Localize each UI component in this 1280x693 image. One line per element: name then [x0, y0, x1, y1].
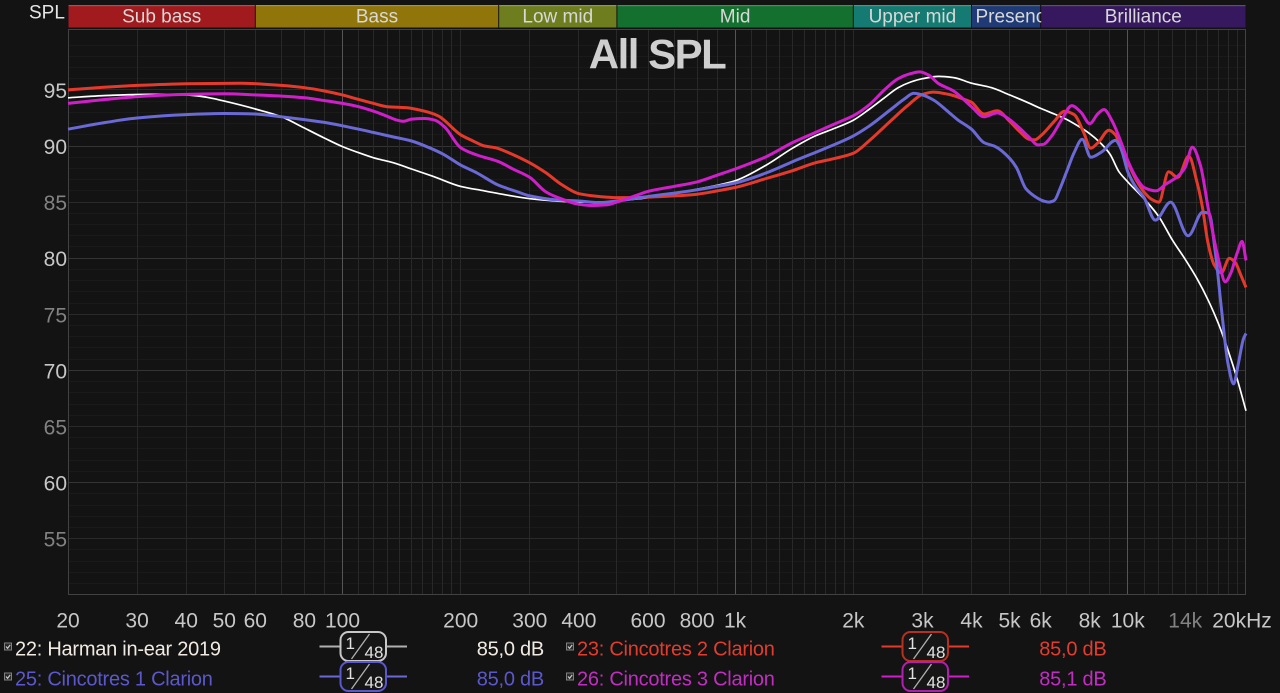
svg-text:2k: 2k	[842, 610, 865, 633]
svg-text:50: 50	[213, 610, 236, 633]
svg-text:26: Cincotres 3 Clarion: 26: Cincotres 3 Clarion	[577, 669, 775, 691]
svg-text:55: 55	[44, 529, 67, 552]
svg-text:75: 75	[44, 304, 67, 327]
svg-text:60: 60	[244, 610, 267, 633]
svg-text:4k: 4k	[960, 610, 983, 633]
svg-text:1: 1	[346, 634, 355, 653]
svg-text:70: 70	[44, 360, 67, 383]
svg-text:3k: 3k	[911, 610, 934, 633]
svg-text:60: 60	[44, 473, 67, 496]
svg-text:48: 48	[927, 643, 946, 662]
svg-text:23: Cincotres 2 Clarion: 23: Cincotres 2 Clarion	[577, 639, 775, 661]
svg-text:1: 1	[908, 634, 917, 653]
svg-text:85: 85	[44, 192, 67, 215]
svg-text:6k: 6k	[1030, 610, 1053, 633]
svg-text:Upper mid: Upper mid	[869, 7, 957, 28]
svg-text:85,0 dB: 85,0 dB	[477, 639, 544, 661]
svg-text:90: 90	[44, 136, 67, 159]
svg-text:SPL: SPL	[29, 3, 65, 24]
svg-text:Mid: Mid	[720, 7, 751, 28]
svg-text:Sub bass: Sub bass	[122, 7, 201, 28]
svg-text:200: 200	[443, 610, 478, 633]
svg-text:600: 600	[630, 610, 665, 633]
svg-text:20kHz: 20kHz	[1212, 610, 1272, 633]
svg-text:95: 95	[44, 80, 67, 103]
svg-text:22: Harman in-ear 2019: 22: Harman in-ear 2019	[15, 639, 221, 661]
svg-text:80: 80	[293, 610, 316, 633]
svg-text:Brilliance: Brilliance	[1105, 7, 1182, 28]
svg-text:100: 100	[325, 610, 360, 633]
svg-text:85,0 dB: 85,0 dB	[477, 669, 544, 691]
svg-text:10k: 10k	[1111, 610, 1145, 633]
svg-text:40: 40	[175, 610, 198, 633]
svg-text:400: 400	[561, 610, 596, 633]
svg-text:14k: 14k	[1168, 610, 1202, 633]
svg-text:1: 1	[346, 664, 355, 683]
svg-text:8k: 8k	[1079, 610, 1102, 633]
svg-text:25: Cincotres 1 Clarion: 25: Cincotres 1 Clarion	[15, 669, 213, 691]
svg-text:20: 20	[56, 610, 79, 633]
svg-text:300: 300	[512, 610, 547, 633]
svg-text:1: 1	[908, 664, 917, 683]
svg-text:85,1 dB: 85,1 dB	[1039, 669, 1106, 691]
svg-text:48: 48	[365, 673, 384, 692]
svg-text:65: 65	[44, 417, 67, 440]
svg-text:80: 80	[44, 248, 67, 271]
svg-text:30: 30	[125, 610, 148, 633]
svg-text:Bass: Bass	[356, 7, 398, 28]
svg-text:Low mid: Low mid	[522, 7, 593, 28]
svg-text:5k: 5k	[999, 610, 1022, 633]
svg-text:800: 800	[680, 610, 715, 633]
svg-text:Presence: Presence	[976, 7, 1056, 28]
svg-text:48: 48	[365, 643, 384, 662]
svg-text:85,0 dB: 85,0 dB	[1039, 639, 1106, 661]
svg-text:1k: 1k	[724, 610, 747, 633]
svg-text:All SPL: All SPL	[589, 31, 726, 78]
svg-text:48: 48	[927, 673, 946, 692]
